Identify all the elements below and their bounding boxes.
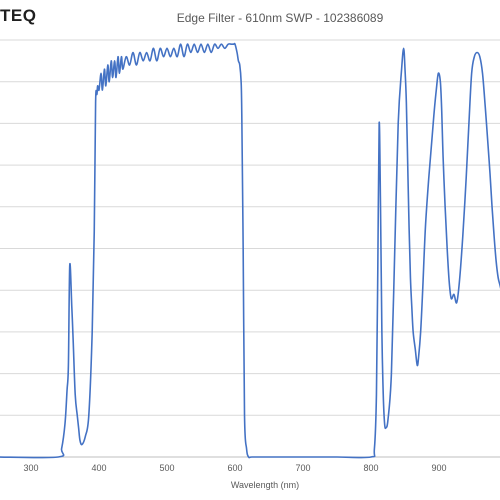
x-axis-label: Wavelength (nm) bbox=[231, 480, 299, 490]
x-tick-label: 600 bbox=[227, 463, 242, 473]
gridlines bbox=[0, 39, 500, 458]
brand-logo: TEQ bbox=[0, 6, 37, 25]
x-tick-label: 400 bbox=[91, 463, 106, 473]
series-line bbox=[0, 42, 500, 459]
x-tick-label: 500 bbox=[159, 463, 174, 473]
x-tick-label: 300 bbox=[23, 463, 38, 473]
x-tick-label: 800 bbox=[363, 463, 378, 473]
x-tick-label: 700 bbox=[295, 463, 310, 473]
x-tick-label: 900 bbox=[431, 463, 446, 473]
chart-title: Edge Filter - 610nm SWP - 102386089 bbox=[176, 11, 384, 25]
x-tick-labels: 3004005006007008009001 bbox=[23, 463, 446, 473]
